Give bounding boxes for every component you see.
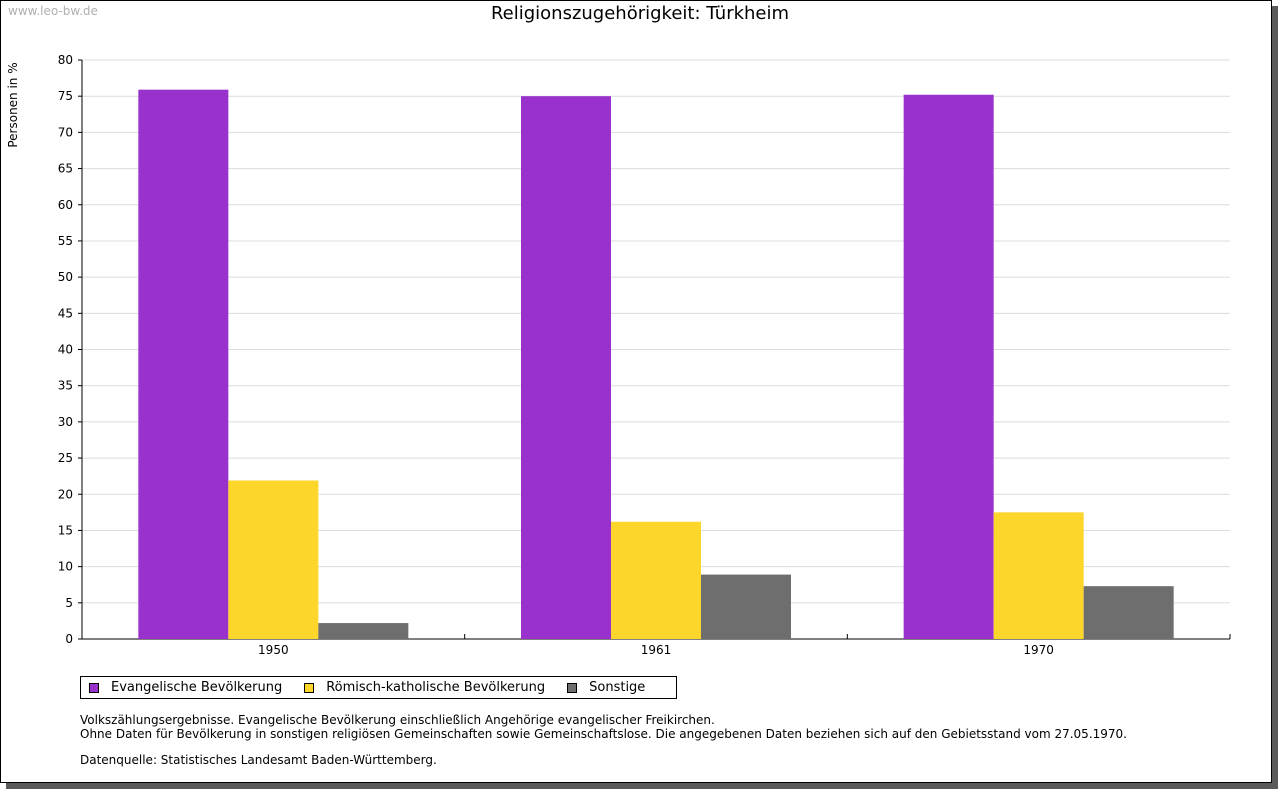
y-tick-label: 35 [58, 379, 73, 393]
bar [701, 574, 791, 639]
y-tick-label: 40 [58, 343, 73, 357]
data-source: Datenquelle: Statistisches Landesamt Bad… [80, 753, 437, 767]
y-tick-label: 30 [58, 415, 73, 429]
y-tick-label: 80 [58, 53, 73, 67]
chart-title: Religionszugehörigkeit: Türkheim [490, 3, 790, 24]
legend-item-sonstige: Sonstige [567, 680, 645, 695]
x-tick-label: 1950 [258, 643, 289, 657]
legend-item-evangelisch: Evangelische Bevölkerung [89, 680, 282, 695]
legend-label: Sonstige [589, 680, 646, 695]
legend-label: Römisch-katholische Bevölkerung [326, 680, 546, 695]
bar [138, 89, 229, 639]
watermark: www.leo-bw.de [8, 4, 98, 18]
footnotes: Volkszählungsergebnisse. Evangelische Be… [80, 713, 1127, 741]
legend: Evangelische Bevölkerung Römisch-katholi… [80, 676, 677, 699]
bar [228, 480, 319, 639]
x-tick-label: 1970 [1023, 643, 1054, 657]
y-tick-label: 0 [65, 632, 73, 646]
legend-swatch [304, 682, 315, 693]
bar [1083, 586, 1174, 639]
bar [611, 521, 701, 639]
y-tick-label: 70 [58, 125, 73, 139]
bar [521, 96, 611, 639]
y-tick-label: 55 [58, 234, 73, 248]
bar [993, 512, 1084, 639]
legend-swatch [567, 682, 578, 693]
legend-swatch [89, 682, 99, 693]
legend-item-katholisch: Römisch-katholische Bevölkerung [304, 680, 545, 695]
y-tick-label: 50 [58, 270, 73, 284]
y-tick-label: 75 [58, 89, 73, 103]
legend-label: Evangelische Bevölkerung [111, 680, 283, 695]
footnote-line: Volkszählungsergebnisse. Evangelische Be… [80, 713, 715, 727]
y-tick-label: 25 [58, 451, 73, 465]
y-tick-label: 45 [58, 306, 73, 320]
y-tick-label: 20 [58, 487, 73, 501]
y-tick-label: 15 [58, 523, 73, 537]
y-tick-label: 65 [58, 162, 73, 176]
y-tick-label: 5 [65, 596, 73, 610]
bar [903, 94, 994, 640]
footnote-line: Ohne Daten für Bevölkerung in sonstigen … [80, 727, 1127, 741]
bar [318, 623, 409, 639]
y-tick-label: 10 [58, 560, 73, 574]
x-tick-label: 1961 [641, 643, 672, 657]
y-tick-label: 60 [58, 198, 73, 212]
